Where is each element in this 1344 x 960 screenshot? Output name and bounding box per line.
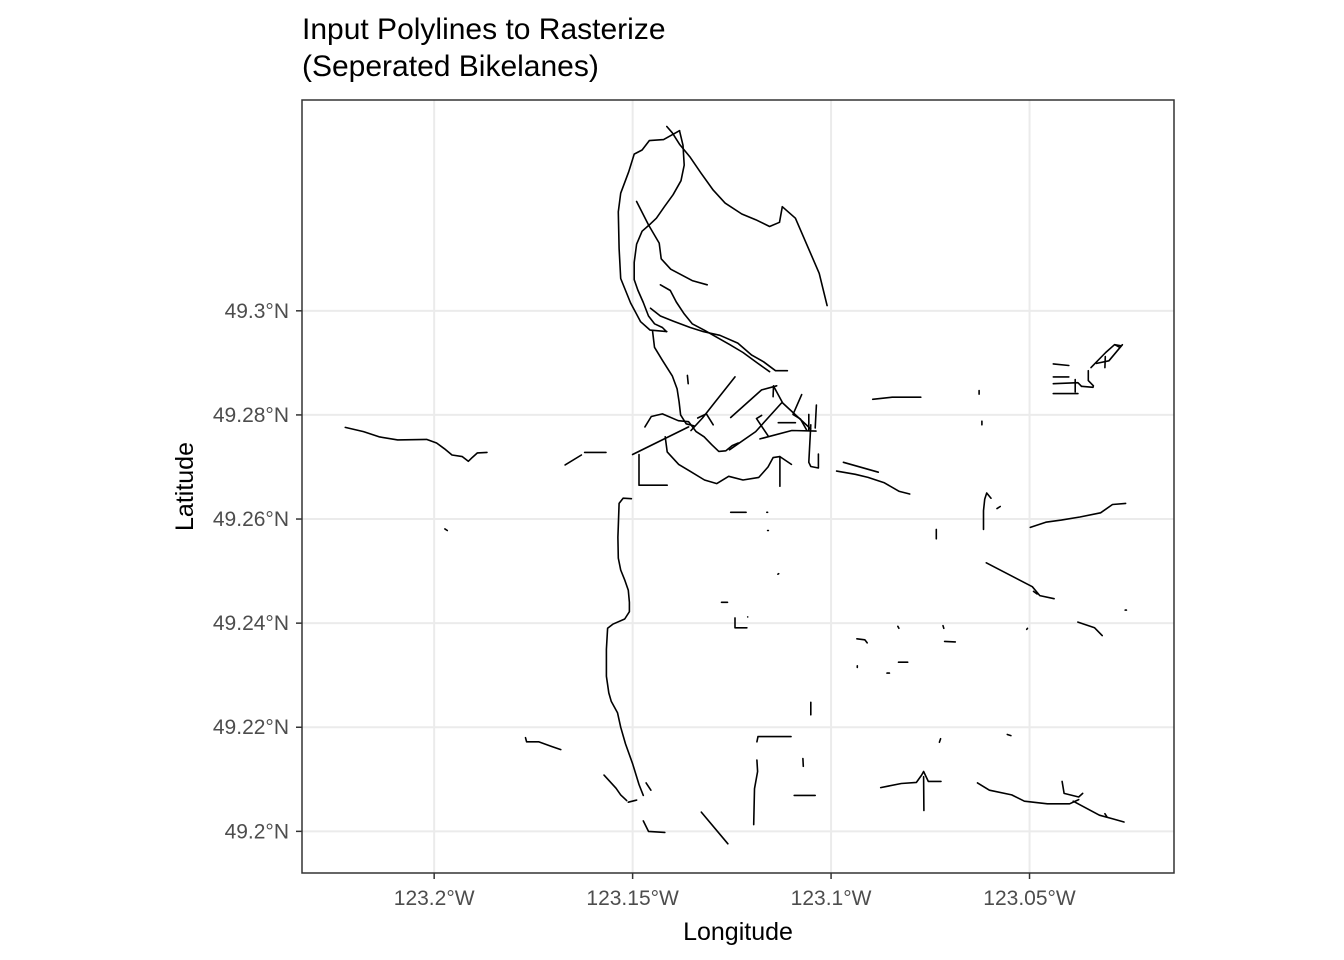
bikelane-polyline [1077, 621, 1103, 637]
bikelane-polyline [638, 453, 669, 487]
bikelane-polyline [686, 374, 690, 385]
bikelane-polyline [879, 770, 942, 789]
bikelane-polyline [700, 811, 729, 845]
bikelane-polyline [644, 413, 740, 453]
bikelane-polyline [1061, 780, 1084, 798]
bikelane-polyline [835, 470, 911, 495]
bikelane-polyline [1095, 343, 1124, 365]
y-tick-label: 49.24°N [213, 612, 289, 635]
bikelane-polyline [603, 774, 628, 802]
bikelane-polyline [982, 492, 992, 531]
bikelane-polyline [1052, 381, 1083, 388]
y-tick-label: 49.3°N [225, 300, 289, 323]
bikelane-polyline [759, 429, 817, 440]
bikelane-polyline [807, 423, 820, 469]
bikelane-polyline [564, 454, 583, 466]
bikelane-polyline [896, 625, 900, 630]
bikelane-polyline [665, 125, 828, 307]
bikelane-polyline [942, 624, 945, 630]
x-tick-label: 123.1°W [791, 887, 872, 910]
bikelane-polyline [756, 735, 759, 743]
bikelane-polyline [755, 414, 769, 437]
x-tick-label: 123.05°W [983, 887, 1076, 910]
bikelane-polyline [635, 200, 709, 286]
bikelane-polyline [617, 129, 681, 333]
bikelane-polyline [1114, 343, 1121, 349]
y-axis-title: Latitude [171, 442, 199, 531]
y-tick-label: 49.2°N [225, 820, 289, 843]
x-tick-label: 123.2°W [394, 887, 475, 910]
bikelane-polyline [605, 497, 645, 797]
panel-border [301, 99, 1175, 874]
y-axis: 49.2°N 49.22°N 49.24°N 49.26°N 49.28°N 49.3°N [213, 300, 302, 843]
bikelane-polyline [871, 396, 922, 401]
bikelane-polyline [659, 283, 771, 373]
bikelane-polyline [344, 426, 488, 463]
bikelane-polyline [814, 404, 818, 429]
y-tick-label: 49.22°N [213, 716, 289, 739]
bikelane-polylines [344, 125, 1128, 845]
bikelane-polyline [1029, 502, 1127, 529]
chart-title-line-2: (Seperated Bikelanes) [302, 50, 599, 83]
bikelane-polyline [1006, 733, 1012, 737]
bikelane-polyline [627, 799, 638, 804]
bikelane-polyline [943, 640, 957, 643]
bikelane-polyline [856, 637, 869, 644]
bikelane-polyline [1052, 363, 1070, 367]
bikelane-polyline [1025, 627, 1029, 631]
bikelane-polyline [985, 561, 1055, 600]
bikelane-polyline [1072, 800, 1125, 823]
bikelane-polyline [729, 384, 778, 419]
bikelane-polyline [444, 528, 449, 532]
bikelane-polyline [524, 736, 562, 751]
bikelane-polyline [976, 782, 1080, 805]
y-tick-label: 49.28°N [213, 404, 289, 427]
bikelane-polyline [645, 782, 652, 792]
bikelane-polyline [728, 402, 783, 451]
bikelane-polyline [792, 393, 808, 432]
bikelane-polyline [1080, 369, 1095, 389]
bikelane-polyline [1104, 812, 1108, 818]
bikelane-polyline [1032, 590, 1038, 595]
bikelane-polyline [690, 376, 736, 432]
x-axis-title: Longitude [683, 918, 793, 946]
bikelane-polyline [664, 435, 793, 485]
grid-lines [302, 100, 1174, 873]
x-tick-label: 123.15°W [586, 887, 679, 910]
bikelane-polyline [773, 385, 812, 430]
bikelane-polyline [696, 413, 715, 426]
bikelane-polyline [938, 737, 942, 744]
bikelane-polyline [752, 759, 759, 826]
bikelane-polyline [642, 820, 666, 834]
bikelane-polyline [777, 572, 780, 576]
bikelane-polyline [734, 617, 748, 629]
bikelane-polyline [651, 329, 695, 427]
bikelane-polyline [633, 129, 686, 333]
bikelane-polyline [996, 505, 1002, 510]
bikelane-polyline [842, 461, 880, 474]
x-axis: 123.2°W 123.15°W 123.1°W 123.05°W [394, 873, 1076, 910]
chart-title-line-1: Input Polylines to Rasterize [302, 13, 666, 46]
bikelane-polyline [631, 426, 690, 456]
bikelane-polyline [649, 307, 789, 372]
y-tick-label: 49.26°N [213, 508, 289, 531]
